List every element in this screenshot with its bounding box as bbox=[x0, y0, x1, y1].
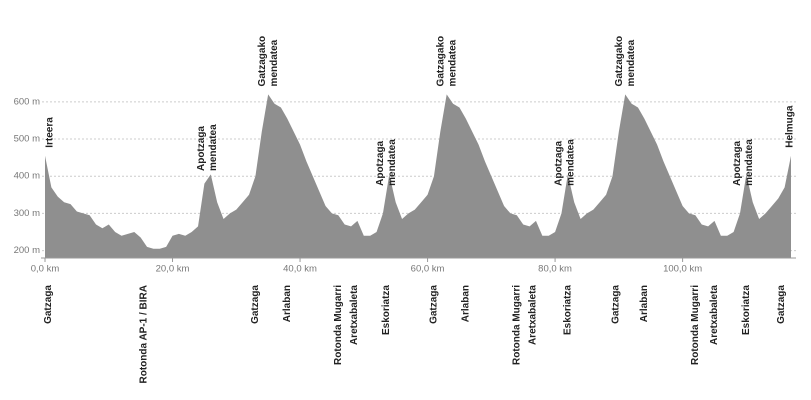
place-label: Gatzaga bbox=[610, 285, 621, 324]
elevation-area bbox=[45, 94, 791, 258]
place-label: Gatzaga bbox=[776, 285, 787, 324]
x-tick-label: 0,0 km bbox=[31, 264, 60, 275]
waypoint-label: Apotzaga bbox=[375, 140, 386, 185]
waypoint-label: mendatea bbox=[387, 139, 398, 186]
x-tick-label: 80,0 km bbox=[538, 264, 572, 275]
waypoint-label: mendatea bbox=[744, 139, 755, 186]
x-tick-label: 60,0 km bbox=[411, 264, 445, 275]
waypoint-label: Gatzagako bbox=[435, 36, 446, 87]
place-label: Rotonda Mugarri bbox=[511, 285, 522, 365]
place-label: Eskoriatza bbox=[381, 285, 392, 335]
y-tick-label: 200 m bbox=[14, 245, 40, 256]
waypoint-label: mendatea bbox=[565, 139, 576, 186]
waypoint-label: Apotzaga bbox=[553, 140, 564, 185]
waypoint-label: mendatea bbox=[626, 39, 637, 86]
waypoint-label: Gatzagako bbox=[614, 36, 625, 87]
place-label: Eskoriatza bbox=[562, 285, 573, 335]
waypoint-label: Helmuga bbox=[785, 105, 796, 148]
y-tick-label: 300 m bbox=[14, 208, 40, 219]
x-tick-label: 40,0 km bbox=[283, 264, 317, 275]
place-label: Rotonda AP-1 / BIRA bbox=[138, 285, 149, 384]
place-label: Aretxabaleta bbox=[709, 285, 720, 345]
waypoint-label: mendatea bbox=[269, 39, 280, 86]
place-label: Gatzaga bbox=[250, 285, 261, 324]
waypoint-label: Irteera bbox=[45, 117, 56, 148]
y-tick-label: 600 m bbox=[14, 96, 40, 107]
place-label: Aretxabaleta bbox=[349, 285, 360, 345]
waypoint-label: Apotzaga bbox=[732, 140, 743, 185]
waypoint-label: mendatea bbox=[447, 39, 458, 86]
place-label: Rotonda Mugarri bbox=[333, 285, 344, 365]
waypoint-label: Gatzagako bbox=[257, 36, 268, 87]
place-label: Arlaban bbox=[282, 285, 293, 322]
x-tick-label: 100,0 km bbox=[663, 264, 702, 275]
place-label: Arlaban bbox=[639, 285, 650, 322]
place-label: Rotonda Mugarri bbox=[690, 285, 701, 365]
y-tick-label: 500 m bbox=[14, 134, 40, 145]
place-label: Eskoriatza bbox=[741, 285, 752, 335]
waypoint-label: mendatea bbox=[208, 124, 219, 171]
place-label: Aretxabaleta bbox=[527, 285, 538, 345]
place-label: Gatzaga bbox=[43, 285, 54, 324]
waypoint-label: Apotzaga bbox=[196, 126, 207, 171]
place-label: Gatzaga bbox=[429, 285, 440, 324]
y-tick-label: 400 m bbox=[14, 171, 40, 182]
x-tick-label: 20,0 km bbox=[156, 264, 190, 275]
place-label: Arlaban bbox=[460, 285, 471, 322]
